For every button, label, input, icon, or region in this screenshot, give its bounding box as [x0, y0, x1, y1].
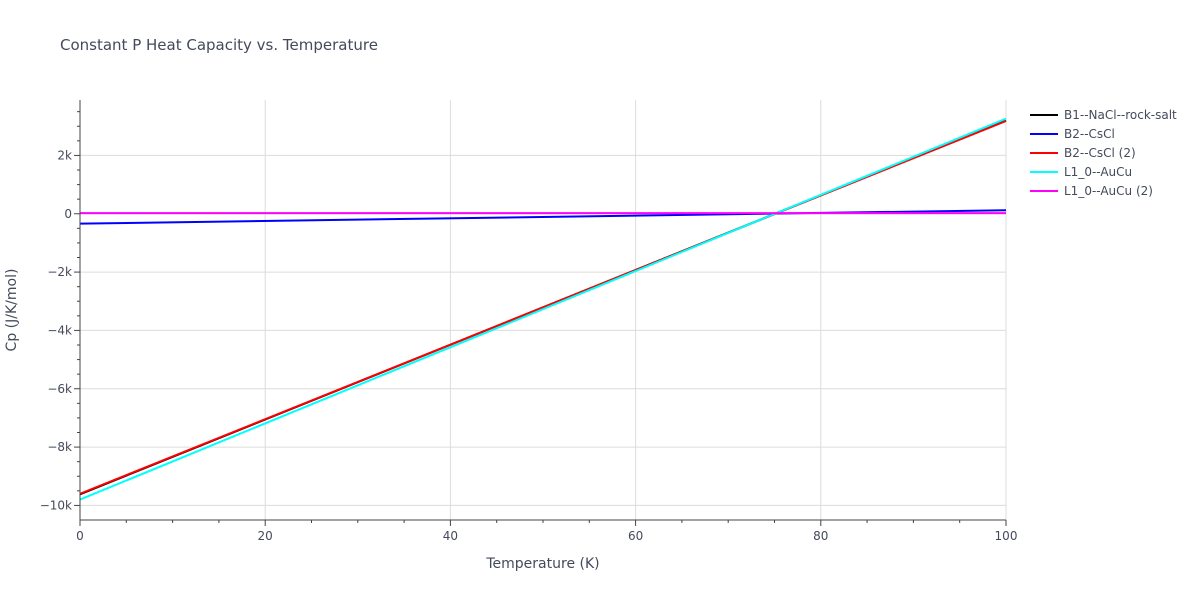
legend: B1--NaCl--rock-salt B2--CsCl B2--CsCl (2) L…	[1030, 108, 1177, 198]
x-tick-label: 60	[628, 529, 643, 543]
y-tick-label: −6k	[47, 382, 72, 396]
y-tick-label: 2k	[57, 148, 72, 162]
y-axis-title: Cp (J/K/mol)	[4, 269, 20, 352]
y-tick-label: 0	[64, 207, 72, 221]
legend-item[interactable]: B2--CsCl (2)	[1064, 146, 1136, 160]
plot-area	[79, 117, 1007, 501]
axes: 0 20 40 60 80 100 −10k −8k −6k −4k −2k 0 2k	[40, 100, 1018, 543]
y-tick-label: −8k	[47, 440, 72, 454]
legend-item[interactable]: L1_0--AuCu	[1064, 165, 1132, 179]
chart-title: Constant P Heat Capacity vs. Temperature	[60, 36, 378, 54]
series-line	[79, 120, 1007, 495]
y-tick-label: −2k	[47, 265, 72, 279]
x-tick-label: 0	[76, 529, 84, 543]
legend-item[interactable]: L1_0--AuCu (2)	[1064, 184, 1153, 198]
x-tick-label: 20	[258, 529, 273, 543]
legend-item[interactable]: B2--CsCl	[1064, 127, 1115, 141]
x-tick-label: 80	[813, 529, 828, 543]
series-line	[79, 117, 1007, 501]
x-tick-label: 40	[443, 529, 458, 543]
y-tick-label: −10k	[40, 498, 72, 512]
legend-item[interactable]: B1--NaCl--rock-salt	[1064, 108, 1177, 122]
x-axis-title: Temperature (K)	[485, 556, 599, 572]
y-tick-label: −4k	[47, 323, 72, 337]
x-tick-label: 100	[995, 529, 1018, 543]
